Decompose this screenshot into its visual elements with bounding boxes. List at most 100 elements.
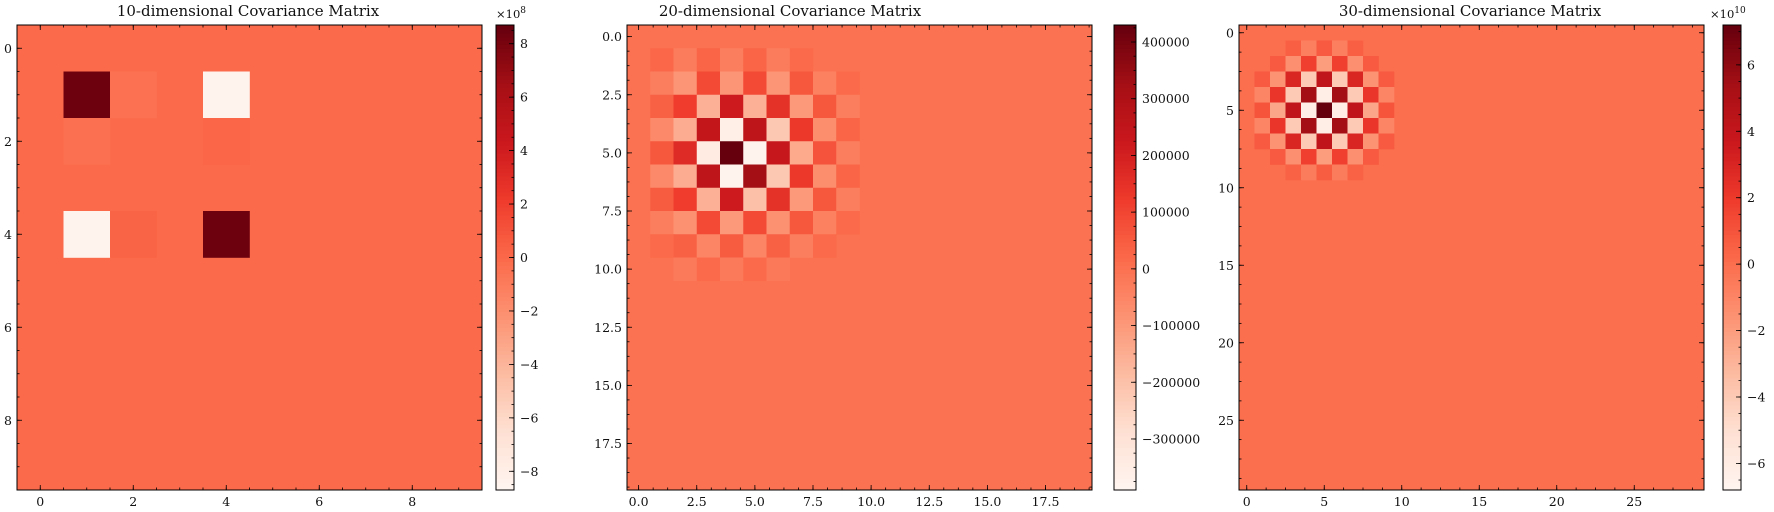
- colorbar-gradient-step: [1723, 52, 1741, 57]
- colorbar-gradient-step: [496, 242, 514, 247]
- colorbar-gradient-step: [1114, 137, 1136, 142]
- y-tick-label: 2: [4, 134, 12, 149]
- colorbar-gradient-step: [496, 466, 514, 472]
- panel-30d: 30-dimensional Covariance Matrix 0 5 10 15 2…: [1218, 2, 1765, 509]
- x-tick-label: 20: [1549, 494, 1565, 509]
- colorbar-gradient-step: [1723, 63, 1741, 69]
- colorbar-gradient-step: [1723, 32, 1741, 38]
- heatmap-cell: [650, 71, 674, 96]
- heatmap-cell: [766, 257, 791, 282]
- heatmap-cell: [1332, 164, 1348, 181]
- x-tick-label: 7.5: [803, 494, 823, 509]
- colorbar-gradient-step: [496, 152, 514, 158]
- colorbar-gradient-step: [1114, 331, 1136, 336]
- heatmap-cell: [673, 48, 698, 72]
- colorbar-gradient-step: [1723, 234, 1741, 239]
- colorbar-gradient-step: [1723, 133, 1741, 138]
- heatmap-cell: [1363, 118, 1379, 134]
- colorbar-gradient-step: [496, 125, 514, 131]
- colorbar-gradient-step: [1723, 152, 1741, 158]
- x-tick-label: 10: [1394, 494, 1410, 509]
- colorbar-gradient-step: [1114, 83, 1136, 88]
- heatmap-cell: [1316, 149, 1333, 165]
- colorbar-gradient-step: [1114, 459, 1136, 464]
- colorbar-gradient-step: [1114, 362, 1136, 367]
- heatmap-cell: [813, 141, 837, 165]
- colorbar-gradient-step: [1723, 141, 1741, 146]
- heatmap-cell: [813, 211, 837, 235]
- colorbar-tick-label: −4: [520, 357, 538, 372]
- colorbar-offset-10d: ×108: [496, 6, 526, 21]
- colorbar-gradient-step: [1723, 59, 1741, 65]
- y-axis-30d: 0 5 10 15 20 25: [1218, 25, 1704, 479]
- colorbar-gradient-step: [1114, 145, 1136, 150]
- heatmap-cell: [743, 141, 767, 165]
- colorbar-gradient-step: [1723, 307, 1741, 313]
- colorbar-gradient-step: [496, 373, 514, 379]
- heatmap-cell: [720, 187, 744, 212]
- colorbar-gradient-step: [496, 261, 514, 266]
- x-tick-label: 15.0: [973, 494, 1001, 509]
- axes-frame-20d: [626, 24, 1093, 491]
- chart-title-10d: 10-dimensional Covariance Matrix: [117, 2, 380, 20]
- colorbar-gradient-step: [496, 404, 514, 410]
- x-tick-label: 5: [1320, 494, 1328, 509]
- colorbar-gradient-step: [1114, 408, 1136, 414]
- colorbar-gradient-step: [1723, 300, 1741, 305]
- heatmap-cell: [696, 94, 721, 119]
- colorbar-gradient-step: [496, 296, 514, 301]
- heatmap-cell: [1347, 71, 1364, 88]
- colorbar-gradient-step: [496, 350, 514, 355]
- colorbar-gradient-step: [1723, 149, 1741, 154]
- heatmap-cell: [1301, 40, 1317, 57]
- colorbar-gradient-step: [1723, 121, 1741, 127]
- colorbar-gradient-step: [1114, 40, 1136, 45]
- colorbar-gradient-step: [1723, 451, 1741, 456]
- colorbar-gradient-step: [1114, 470, 1136, 476]
- colorbar-gradient-step: [1114, 424, 1136, 429]
- y-tick-label: 25: [1218, 413, 1234, 428]
- x-tick-label: 10.0: [857, 494, 885, 509]
- colorbar-gradient-step: [1723, 443, 1741, 448]
- heatmap-cell: [1270, 133, 1286, 150]
- colorbar-gradient-step: [1723, 261, 1741, 266]
- colorbar-frame: [1722, 24, 1742, 491]
- colorbar-gradient-step: [1114, 48, 1136, 53]
- colorbar-gradient-step: [496, 222, 514, 228]
- colorbar-gradient-step: [1114, 400, 1136, 406]
- y-tick-label: 5.0: [602, 145, 622, 160]
- heatmap-cell: [743, 187, 767, 212]
- heatmap-cell: [1332, 102, 1348, 119]
- colorbar-gradient-step: [496, 300, 514, 305]
- colorbar-gradient-step: [1114, 311, 1136, 317]
- heatmap-cell: [696, 211, 721, 235]
- heatmap-cell: [766, 187, 791, 212]
- heatmap-cell: [1301, 102, 1317, 119]
- heatmap-cell: [673, 141, 698, 165]
- colorbar-gradient-step: [1723, 187, 1741, 193]
- heatmap-10d: [17, 25, 482, 490]
- heatmap-cell: [766, 118, 791, 142]
- colorbar-tick-label: −2: [520, 303, 538, 318]
- x-tick-label: 5.0: [745, 494, 765, 509]
- heatmap-cell: [673, 118, 698, 142]
- colorbar-gradient-step: [496, 327, 514, 332]
- colorbar-gradient-step: [1114, 234, 1136, 239]
- colorbar-gradient-step: [496, 443, 514, 448]
- y-tick-label: 5: [1226, 103, 1234, 118]
- colorbar-gradient-step: [496, 342, 514, 348]
- colorbar-tick-label: 200000: [1142, 148, 1190, 163]
- colorbar-gradient-step: [1114, 455, 1136, 460]
- colorbar-gradient-step: [496, 52, 514, 57]
- colorbar-gradient-step: [1723, 462, 1741, 468]
- y-tick-label: 4: [4, 227, 12, 242]
- colorbar-gradient-step: [1723, 346, 1741, 352]
- y-tick-label: 10.0: [594, 262, 622, 277]
- x-tick-label: 2: [129, 494, 137, 509]
- colorbar-gradient-step: [1723, 459, 1741, 464]
- heatmap-cell: [1285, 102, 1302, 119]
- colorbar-gradient-step: [1723, 199, 1741, 204]
- colorbar-gradient-step: [496, 245, 514, 251]
- colorbar-gradient-step: [496, 238, 514, 243]
- colorbar-gradient-step: [496, 176, 514, 181]
